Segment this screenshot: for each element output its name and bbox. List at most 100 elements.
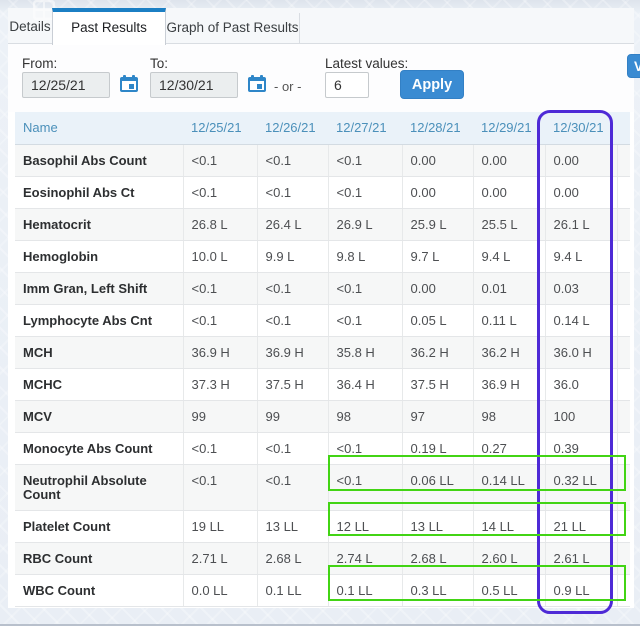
column-header-date: 12/30/21	[545, 112, 617, 145]
filler-cell	[616, 464, 630, 511]
test-name-cell: WBC Count	[15, 574, 183, 607]
result-value-cell: 14 LL	[472, 510, 545, 543]
result-value-cell: <0.1	[182, 176, 257, 209]
result-value-cell: 99	[182, 400, 257, 433]
result-value-cell: 36.9 H	[472, 368, 545, 401]
result-value-cell: 0.14 LL	[472, 464, 545, 511]
column-header-date: 12/25/21	[183, 112, 257, 145]
result-value-cell: 35.8 H	[327, 336, 402, 369]
tab-past-results[interactable]: Past Results	[52, 8, 166, 45]
column-header-filler	[617, 112, 630, 145]
result-value-cell: <0.1	[182, 304, 257, 337]
result-value-cell: 99	[256, 400, 328, 433]
result-value-cell: <0.1	[327, 304, 402, 337]
result-value-cell: 36.9 H	[256, 336, 328, 369]
result-value-cell: <0.1	[182, 464, 257, 511]
result-value-cell: 10.0 L	[182, 240, 257, 273]
test-name-cell: Platelet Count	[15, 510, 183, 543]
result-value-cell: 0.1 LL	[327, 574, 402, 607]
result-value-cell: 37.5 H	[401, 368, 473, 401]
result-value-cell: 0.03	[544, 272, 617, 305]
column-header-date: 12/29/21	[473, 112, 545, 145]
filter-bar: From: To: - or - Latest values:	[8, 44, 634, 112]
table-row: Imm Gran, Left Shift <0.1 <0.1 <0.1 0.00 0.01…	[15, 272, 630, 305]
result-value-cell: 97	[401, 400, 473, 433]
result-value-cell: 0.39	[544, 432, 617, 465]
results-panel: Details Past Results Graph of Past Resul…	[8, 0, 634, 614]
test-name-cell: Hematocrit	[15, 208, 183, 241]
filler-cell	[616, 542, 630, 575]
test-name-cell: Lymphocyte Abs Cnt	[15, 304, 183, 337]
from-calendar-icon[interactable]	[118, 75, 140, 95]
table-row: Neutrophil Absolute Count <0.1 <0.1 <0.1 0.0…	[15, 464, 630, 511]
filler-cell	[616, 368, 630, 401]
result-value-cell: <0.1	[182, 272, 257, 305]
result-value-cell: 0.32 LL	[544, 464, 617, 511]
result-value-cell: 0.0 LL	[182, 574, 257, 607]
test-name-cell: MCV	[15, 400, 183, 433]
test-name-cell: MCH	[15, 336, 183, 369]
result-value-cell: 0.01	[472, 272, 545, 305]
filler-cell	[616, 336, 630, 369]
result-value-cell: 0.06 LL	[401, 464, 473, 511]
result-value-cell: 0.14 L	[544, 304, 617, 337]
result-value-cell: <0.1	[182, 144, 257, 177]
to-date-input[interactable]	[150, 72, 238, 98]
result-value-cell: 13 LL	[256, 510, 328, 543]
results-table-wrap: Name 12/25/21 12/26/21 12/27/21 12/28/21 12/2…	[15, 110, 630, 614]
result-value-cell: 9.7 L	[401, 240, 473, 273]
result-value-cell: 100	[544, 400, 617, 433]
column-header-date: 12/28/21	[402, 112, 473, 145]
table-row: MCV 99 99 98 97 98 100	[15, 400, 630, 433]
result-value-cell: 0.3 LL	[401, 574, 473, 607]
result-value-cell: 2.61 L	[544, 542, 617, 575]
filler-cell	[616, 272, 630, 305]
apply-button[interactable]: Apply	[400, 70, 464, 99]
result-value-cell: 36.2 H	[401, 336, 473, 369]
filler-cell	[616, 208, 630, 241]
result-value-cell: <0.1	[327, 272, 402, 305]
table-row: Hematocrit 26.8 L 26.4 L 26.9 L 25.9 L 25.5 L…	[15, 208, 630, 241]
result-value-cell: 36.4 H	[327, 368, 402, 401]
result-value-cell: 37.5 H	[256, 368, 328, 401]
view-button-cutoff[interactable]: Vi	[627, 54, 640, 78]
test-name-cell: Imm Gran, Left Shift	[15, 272, 183, 305]
result-value-cell: 0.27	[472, 432, 545, 465]
table-header-row: Name 12/25/21 12/26/21 12/27/21 12/28/21 12/2…	[15, 112, 630, 145]
filler-cell	[616, 400, 630, 433]
result-value-cell: 19 LL	[182, 510, 257, 543]
tab-details[interactable]: Details	[9, 19, 51, 34]
test-name-cell: Hemoglobin	[15, 240, 183, 273]
result-value-cell: 36.9 H	[182, 336, 257, 369]
to-calendar-icon[interactable]	[246, 75, 268, 95]
latest-values-label: Latest values:	[325, 56, 409, 71]
result-value-cell: <0.1	[327, 176, 402, 209]
result-value-cell: 0.00	[544, 176, 617, 209]
result-value-cell: 36.0 H	[544, 336, 617, 369]
result-value-cell: <0.1	[256, 464, 328, 511]
filler-cell	[616, 144, 630, 177]
result-value-cell: 98	[327, 400, 402, 433]
result-value-cell: 0.19 L	[401, 432, 473, 465]
latest-values-input[interactable]	[325, 72, 369, 98]
result-value-cell: 0.5 LL	[472, 574, 545, 607]
result-value-cell: 0.9 LL	[544, 574, 617, 607]
result-value-cell: 36.2 H	[472, 336, 545, 369]
result-value-cell: <0.1	[327, 464, 402, 511]
or-separator-text: - or -	[274, 79, 302, 94]
result-value-cell: 98	[472, 400, 545, 433]
result-value-cell: 0.1 LL	[256, 574, 328, 607]
table-row: Basophil Abs Count <0.1 <0.1 <0.1 0.00 0.00 0.…	[15, 144, 630, 177]
result-value-cell: 0.00	[472, 144, 545, 177]
tab-bar: Details Past Results Graph of Past Resul…	[8, 0, 634, 45]
test-name-cell: Monocyte Abs Count	[15, 432, 183, 465]
result-value-cell: 0.05 L	[401, 304, 473, 337]
table-row: WBC Count 0.0 LL 0.1 LL 0.1 LL 0.3 LL 0.5 LL 0…	[15, 574, 630, 607]
from-date-input[interactable]	[22, 72, 110, 98]
filler-cell	[616, 176, 630, 209]
filler-cell	[616, 240, 630, 273]
result-value-cell: 0.11 L	[472, 304, 545, 337]
tab-graph-of-past-results[interactable]: Graph of Past Results	[166, 13, 300, 44]
result-value-cell: 9.4 L	[472, 240, 545, 273]
result-value-cell: 26.9 L	[327, 208, 402, 241]
